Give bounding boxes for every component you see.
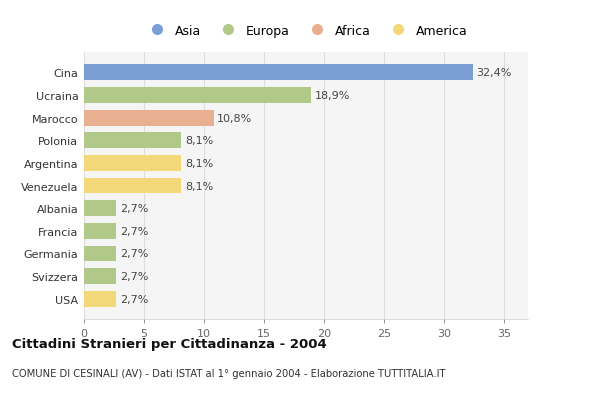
Bar bbox=[84, 201, 116, 217]
Text: 8,1%: 8,1% bbox=[185, 159, 213, 169]
Bar bbox=[84, 223, 116, 239]
Text: 8,1%: 8,1% bbox=[185, 136, 213, 146]
Text: 8,1%: 8,1% bbox=[185, 181, 213, 191]
Bar bbox=[84, 291, 116, 307]
Legend: Asia, Europa, Africa, America: Asia, Europa, Africa, America bbox=[140, 20, 472, 43]
Bar bbox=[84, 110, 214, 126]
Bar bbox=[84, 155, 181, 171]
Text: 2,7%: 2,7% bbox=[120, 294, 148, 304]
Bar bbox=[84, 246, 116, 262]
Text: Cittadini Stranieri per Cittadinanza - 2004: Cittadini Stranieri per Cittadinanza - 2… bbox=[12, 337, 327, 351]
Text: 10,8%: 10,8% bbox=[217, 113, 253, 124]
Bar bbox=[84, 269, 116, 284]
Text: 2,7%: 2,7% bbox=[120, 249, 148, 259]
Bar bbox=[84, 88, 311, 103]
Text: 32,4%: 32,4% bbox=[476, 68, 512, 78]
Text: COMUNE DI CESINALI (AV) - Dati ISTAT al 1° gennaio 2004 - Elaborazione TUTTITALI: COMUNE DI CESINALI (AV) - Dati ISTAT al … bbox=[12, 368, 445, 378]
Bar bbox=[84, 133, 181, 149]
Text: 2,7%: 2,7% bbox=[120, 204, 148, 213]
Text: 2,7%: 2,7% bbox=[120, 272, 148, 281]
Text: 18,9%: 18,9% bbox=[314, 91, 350, 101]
Bar bbox=[84, 178, 181, 194]
Text: 2,7%: 2,7% bbox=[120, 226, 148, 236]
Bar bbox=[84, 65, 473, 81]
